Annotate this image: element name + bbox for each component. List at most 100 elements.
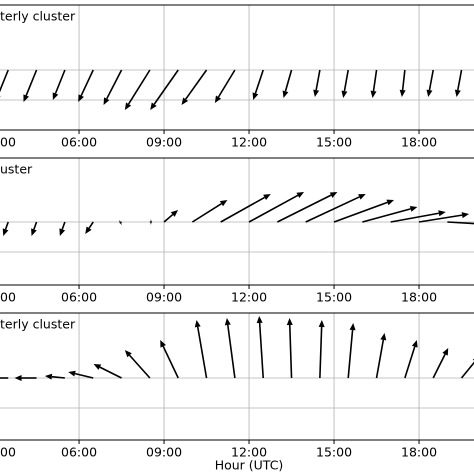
wind-arrow xyxy=(282,69,293,98)
x-tick-label: 00 xyxy=(0,290,16,305)
x-tick-label: 18:00 xyxy=(401,445,437,460)
arrow-shaft xyxy=(220,196,265,223)
wind-arrow xyxy=(14,375,37,381)
wind-arrow xyxy=(68,370,94,379)
wind-arrow xyxy=(191,200,228,223)
arrow-head xyxy=(386,199,395,206)
arrow-head xyxy=(263,194,271,201)
axes-frame xyxy=(0,312,474,441)
arrow-shaft xyxy=(305,196,360,223)
arrow-shaft xyxy=(447,221,474,225)
x-tick-label: 15:00 xyxy=(316,135,352,150)
x-tick-label: 06:00 xyxy=(61,290,97,305)
arrow-head xyxy=(370,90,377,98)
wind-arrow xyxy=(220,194,271,223)
wind-arrow xyxy=(44,373,65,380)
arrow-head xyxy=(313,89,320,97)
arrow-head xyxy=(442,348,449,356)
wind-arrow xyxy=(181,69,208,105)
arrow-shaft xyxy=(33,221,38,230)
arrow-head xyxy=(150,219,152,225)
arrow-head xyxy=(124,102,132,110)
wind-arrow xyxy=(333,199,395,223)
arrow-shaft xyxy=(99,366,122,379)
arrow-shaft xyxy=(25,69,38,96)
wind-arrow xyxy=(252,69,264,100)
arrow-head xyxy=(59,228,66,236)
arrow-shaft xyxy=(401,69,406,91)
arrow-shaft xyxy=(277,194,332,223)
wind-arrow xyxy=(59,221,66,236)
wind-arrow xyxy=(305,194,366,223)
arrow-shaft xyxy=(284,69,293,92)
arrow-head xyxy=(78,94,84,102)
wind-arrow xyxy=(318,320,325,379)
wind-arrow xyxy=(2,221,9,236)
arrow-shaft xyxy=(163,213,174,223)
wind-arrow xyxy=(362,205,418,223)
wind-arrow xyxy=(124,350,151,379)
x-tick-label: 18:00 xyxy=(401,290,437,305)
arrow-shaft xyxy=(404,346,416,379)
wind-arrow xyxy=(432,348,449,379)
arrow-head xyxy=(461,212,470,219)
arrow-shaft xyxy=(196,326,208,379)
wind-arrow xyxy=(23,69,38,102)
arrow-shaft xyxy=(51,375,65,379)
wind-arrow xyxy=(160,340,179,379)
wind-arrow xyxy=(150,69,179,110)
wind-arrow xyxy=(31,221,38,236)
x-tick-label: 12:00 xyxy=(231,135,267,150)
arrow-head xyxy=(224,318,231,326)
x-tick-label: 00 xyxy=(0,135,16,150)
wind-arrow xyxy=(52,69,66,100)
wind-arrow xyxy=(426,69,434,97)
wind-arrow xyxy=(399,69,406,97)
arrow-head xyxy=(256,316,263,324)
arrow-head xyxy=(119,219,123,226)
x-tick-label: 18:00 xyxy=(401,135,437,150)
x-tick-label: 12:00 xyxy=(231,290,267,305)
wind-arrow xyxy=(0,69,9,98)
arrow-head xyxy=(85,226,92,234)
wind-arrow xyxy=(341,69,349,98)
arrow-head xyxy=(23,94,29,102)
arrow-shaft xyxy=(4,221,9,230)
wind-arrow xyxy=(163,210,179,223)
wind-arrow xyxy=(103,69,123,105)
arrow-head xyxy=(214,95,222,103)
arrow-shaft xyxy=(460,361,474,379)
arrow-head xyxy=(349,323,356,331)
x-tick-label: 12:00 xyxy=(231,445,267,460)
arrow-head xyxy=(14,375,22,381)
arrow-shaft xyxy=(333,201,388,223)
wind-arrow xyxy=(447,221,474,225)
arrow-shaft xyxy=(319,326,323,379)
arrow-shaft xyxy=(288,324,293,379)
arrow-head xyxy=(426,89,433,97)
arrow-head xyxy=(341,90,348,98)
arrow-head xyxy=(44,373,53,380)
arrow-head xyxy=(103,97,110,105)
arrow-head xyxy=(286,318,293,326)
arrow-head xyxy=(219,200,228,207)
arrow-shaft xyxy=(248,194,299,223)
x-tick-label: 09:00 xyxy=(146,445,182,460)
arrow-head xyxy=(181,97,189,105)
arrow-shaft xyxy=(162,345,179,379)
arrow-shaft xyxy=(457,69,463,91)
arrow-shaft xyxy=(88,221,94,229)
arrow-shaft xyxy=(106,69,123,100)
arrow-head xyxy=(170,210,179,217)
arrow-shaft xyxy=(258,322,265,379)
arrow-shaft xyxy=(227,324,236,379)
wind-arrow xyxy=(460,358,474,379)
arrow-head xyxy=(52,92,59,100)
panel-title: terly cluster xyxy=(0,9,76,24)
x-tick-label: 09:00 xyxy=(146,290,182,305)
arrow-head xyxy=(68,370,76,377)
arrow-head xyxy=(2,228,9,236)
arrow-shaft xyxy=(61,221,66,230)
arrow-head xyxy=(31,228,37,236)
